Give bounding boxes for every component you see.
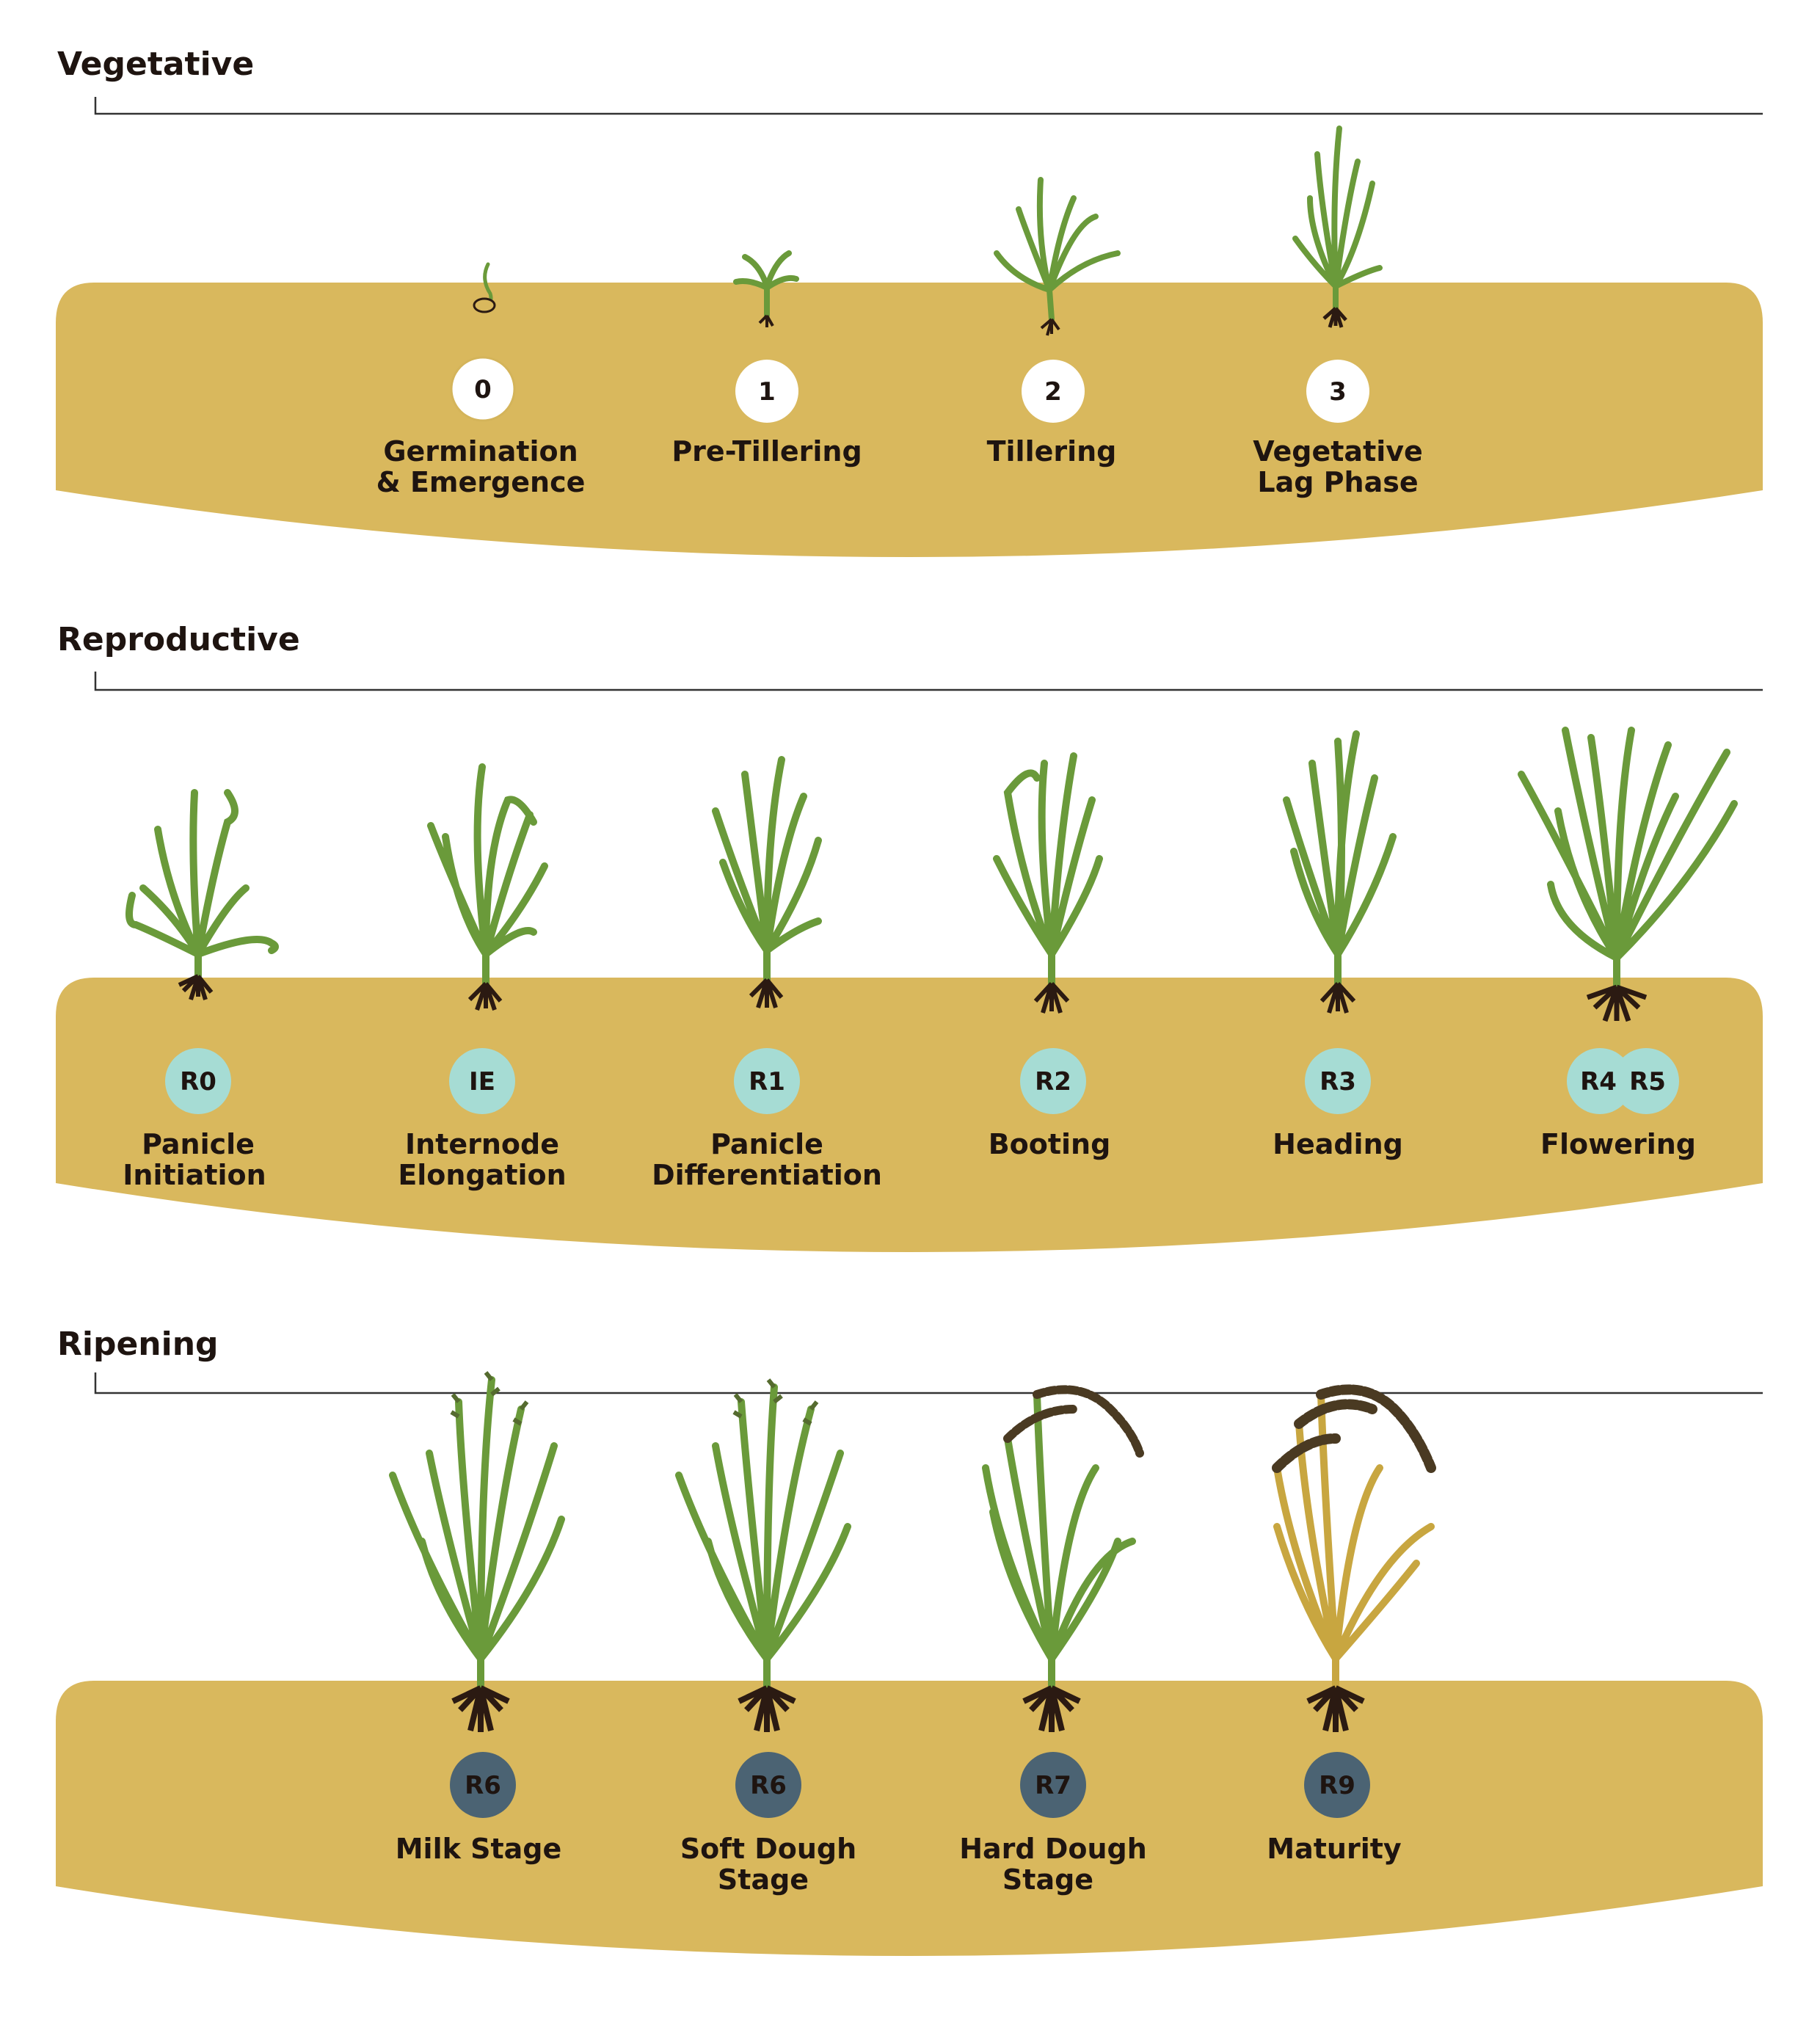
stage-1: 1 Pre-Tillering — [671, 360, 862, 468]
stage-badge — [1567, 1048, 1633, 1114]
stage-code: R4 — [1580, 1067, 1617, 1097]
stage-code: R9 — [1319, 1771, 1355, 1800]
stage-badge — [1305, 1048, 1371, 1114]
section-vegetative: Vegetative 0 Germination & Emergence — [56, 46, 1763, 557]
stage-R3: R3 Heading — [1273, 1048, 1403, 1160]
stage-R6-milk: R6 Milk Stage — [396, 1752, 562, 1865]
soil-band — [56, 1681, 1763, 1956]
plant-panicle-initiation-illustration — [125, 789, 279, 1000]
stage-code: R0 — [180, 1067, 216, 1097]
stage-code-2: R5 — [1629, 1067, 1666, 1097]
stage-label-line1: Booting — [989, 1128, 1111, 1160]
stage-label-line2: Stage — [718, 1863, 809, 1896]
plant-flowering-illustration — [1518, 727, 1738, 1022]
stage-R1: R1 Panicle Differentiation — [652, 1048, 882, 1191]
soil-band — [56, 283, 1763, 557]
stage-code: R2 — [1035, 1067, 1071, 1097]
plant-panicle-differentiation-illustration — [712, 756, 822, 1008]
plant-soft-dough-illustration — [675, 1378, 851, 1732]
section-bracket-line — [94, 97, 1763, 115]
stage-badge — [1613, 1048, 1679, 1114]
stage-label-line1: Vegetative — [1253, 435, 1423, 468]
stage-code: 3 — [1329, 377, 1347, 407]
stage-code: R7 — [1035, 1771, 1071, 1800]
section-ripening: Ripening R6 Milk Stage — [56, 1325, 1763, 1956]
stage-badge — [450, 1752, 516, 1818]
stage-label-line1: Flowering — [1540, 1128, 1696, 1160]
stage-code: R6 — [750, 1771, 787, 1800]
stage-badge — [734, 1048, 800, 1114]
plant-maturity-illustration — [1272, 1384, 1436, 1732]
plant-booting-illustration — [993, 752, 1103, 1014]
stage-code: 2 — [1044, 377, 1062, 407]
plant-lag-illustration — [1292, 126, 1383, 328]
stage-R0: R0 Panicle Initiation — [123, 1048, 266, 1191]
stage-R6-soft-dough: R6 Soft Dough Stage — [680, 1752, 856, 1896]
stage-code: R3 — [1320, 1067, 1356, 1097]
plant-internode-elongation-illustration — [427, 763, 548, 1011]
stage-label-line1: Panicle — [142, 1128, 255, 1160]
stage-code: R6 — [465, 1771, 501, 1800]
stage-code: IE — [469, 1067, 495, 1097]
stage-R4-R5: R4 R5 Flowering — [1540, 1048, 1696, 1160]
stage-badge — [1306, 360, 1369, 423]
stage-label-line2: & Emergence — [376, 466, 586, 498]
stage-badge — [735, 1752, 801, 1818]
stage-label-line1: Hard Dough — [959, 1833, 1147, 1865]
plant-hard-dough-illustration — [982, 1385, 1144, 1732]
stage-label-line1: Pre-Tillering — [671, 435, 862, 468]
stage-badge — [165, 1048, 231, 1114]
stage-label-line2: Differentiation — [652, 1159, 882, 1191]
stage-label-line1: Milk Stage — [396, 1833, 562, 1865]
stage-label-line1: Germination — [383, 435, 578, 468]
plant-milk-stage-illustration — [389, 1371, 565, 1732]
stage-label-line1: Panicle — [710, 1128, 823, 1160]
stage-badge — [1304, 1752, 1370, 1818]
stage-label-line1: Internode — [405, 1128, 559, 1160]
section-title: Reproductive — [57, 621, 300, 658]
stage-label-line1: Soft Dough — [680, 1833, 856, 1865]
stage-label-line1: Tillering — [987, 435, 1117, 468]
soil-band — [56, 978, 1763, 1252]
stage-label-line2: Lag Phase — [1257, 466, 1418, 498]
stage-badge — [1022, 360, 1085, 423]
stage-code: 0 — [474, 375, 492, 404]
stage-R2: R2 Booting — [989, 1048, 1111, 1160]
stage-code: R1 — [749, 1067, 785, 1097]
stage-R7: R7 Hard Dough Stage — [959, 1752, 1147, 1896]
section-bracket-line — [94, 672, 1763, 691]
stage-3: 3 Vegetative Lag Phase — [1253, 360, 1423, 498]
stage-badge — [449, 1048, 515, 1114]
stage-IE: IE Internode Elongation — [398, 1048, 567, 1191]
stage-label-line2: Elongation — [398, 1159, 566, 1191]
plant-heading-illustration — [1283, 730, 1397, 1014]
plant-seed-illustration — [473, 262, 496, 313]
plant-tiller-illustration — [994, 177, 1121, 336]
stage-badge — [735, 360, 798, 423]
stage-code: 1 — [758, 377, 776, 407]
stage-2: 2 Tillering — [987, 360, 1117, 468]
stage-R9: R9 Maturity — [1267, 1752, 1402, 1865]
section-bracket-line — [94, 1372, 1763, 1394]
stage-0: 0 Germination & Emergence — [376, 356, 586, 498]
section-reproductive: Reproductive R0 — [56, 621, 1763, 1252]
stage-label-line2: Initiation — [123, 1159, 266, 1191]
stage-badge — [1020, 1048, 1086, 1114]
stage-label-line1: Heading — [1273, 1128, 1403, 1160]
stage-label-line2: Stage — [1002, 1863, 1093, 1896]
stage-badge — [1020, 1752, 1086, 1818]
stage-badge — [450, 356, 516, 422]
section-title: Vegetative — [57, 46, 254, 83]
section-title: Ripening — [57, 1325, 219, 1363]
stage-label-line1: Maturity — [1267, 1833, 1402, 1865]
plant-sprout-illustration — [733, 250, 799, 327]
